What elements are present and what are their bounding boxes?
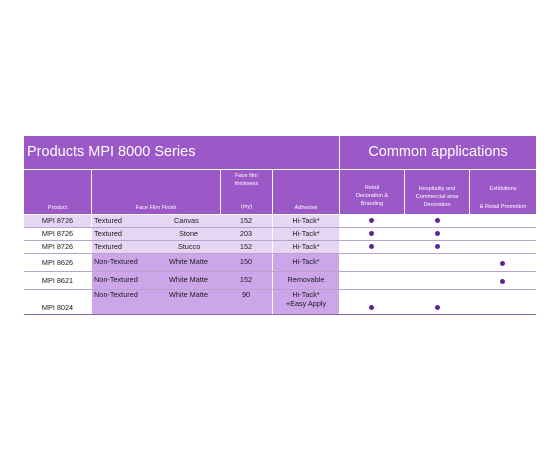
retail-cell xyxy=(340,241,404,253)
table-row: MPI 8726 Textured Stucco 152 Hi-Tack* xyxy=(24,241,536,253)
hospitality-cell xyxy=(405,241,469,253)
application-dot xyxy=(435,244,440,249)
header-adhesive: Adhesive xyxy=(273,170,339,214)
thickness-cell: 152 xyxy=(220,241,272,253)
table-bottom-border xyxy=(24,314,536,315)
thickness-cell: 152 xyxy=(220,215,272,227)
hospitality-cell xyxy=(405,272,469,289)
product-cell: MPI 8726 xyxy=(24,215,91,227)
finish-type-cell: Textured xyxy=(94,216,122,225)
finish-cell: Canvas xyxy=(174,216,199,225)
thickness-cell: 203 xyxy=(220,228,272,240)
exhibitions-cell xyxy=(470,228,536,240)
header-product: Product xyxy=(24,170,91,214)
application-dot xyxy=(435,305,440,310)
exhibitions-cell xyxy=(470,272,536,289)
table-row: MPI 8726 Textured Canvas 152 Hi-Tack* xyxy=(24,215,536,227)
application-dot xyxy=(369,218,374,223)
retail-cell xyxy=(340,254,404,271)
exhibitions-cell xyxy=(470,215,536,227)
row-divider xyxy=(24,289,536,290)
application-dot xyxy=(500,279,505,284)
application-dot xyxy=(369,244,374,249)
header-exhibitions: Exhibitions & Retail Promotion xyxy=(470,170,536,214)
finish-type-cell: Textured xyxy=(94,229,122,238)
adhesive-cell: Hi-Tack* xyxy=(273,241,339,253)
exhibitions-cell xyxy=(470,241,536,253)
adhesive-cell: Hi-Tack* +Easy Apply xyxy=(273,290,339,314)
header-hospitality: Hospitality and Commercial area Decorati… xyxy=(405,170,469,214)
thickness-cell: 152 xyxy=(220,272,272,289)
thickness-cell: 150 xyxy=(220,254,272,271)
application-dot xyxy=(500,261,505,266)
finish-type-cell: Textured xyxy=(94,242,122,251)
finish-type-cell: Non-Textured xyxy=(94,257,138,266)
header-finish: Face Film Finish xyxy=(92,170,220,214)
exhibitions-cell xyxy=(470,254,536,271)
header-retail: Retail Decoration & Branding xyxy=(340,170,404,214)
product-cell: MPI 8621 xyxy=(24,272,91,289)
adhesive-cell: Hi-Tack* xyxy=(273,215,339,227)
thickness-cell: 90 xyxy=(220,290,272,314)
row-divider xyxy=(24,271,536,272)
application-dot xyxy=(435,218,440,223)
table-row: MPI 8621 Non-Textured White Matte 152 Re… xyxy=(24,272,536,289)
row-divider xyxy=(24,253,536,254)
product-cell: MPI 8726 xyxy=(24,228,91,240)
finish-type-cell: Non-Textured xyxy=(94,275,138,284)
finish-cell: White Matte xyxy=(169,290,208,299)
adhesive-cell: Removable xyxy=(273,272,339,289)
retail-cell xyxy=(340,272,404,289)
table-row: MPI 8024 Non-Textured White Matte 90 Hi-… xyxy=(24,290,536,314)
finish-type-cell: Non-Textured xyxy=(94,290,138,299)
finish-cell: Stucco xyxy=(178,242,201,251)
retail-cell xyxy=(340,228,404,240)
adhesive-cell: Hi-Tack* xyxy=(273,228,339,240)
hospitality-cell xyxy=(405,228,469,240)
adhesive-cell: Hi-Tack* xyxy=(273,254,339,271)
application-dot xyxy=(369,305,374,310)
applications-title: Common applications xyxy=(340,136,536,169)
application-dot xyxy=(369,231,374,236)
exhibitions-cell xyxy=(470,290,536,314)
product-cell: MPI 8726 xyxy=(24,241,91,253)
application-dot xyxy=(435,231,440,236)
retail-cell xyxy=(340,215,404,227)
hospitality-cell xyxy=(405,290,469,314)
table-title: Products MPI 8000 Series xyxy=(24,136,339,169)
row-divider xyxy=(24,227,536,228)
row-divider xyxy=(24,240,536,241)
hospitality-cell xyxy=(405,254,469,271)
finish-cell: White Matte xyxy=(169,275,208,284)
table-row: MPI 8626 Non-Textured White Matte 150 Hi… xyxy=(24,254,536,271)
table-row: MPI 8726 Textured Stone 203 Hi-Tack* xyxy=(24,228,536,240)
retail-cell xyxy=(340,290,404,314)
product-cell: MPI 8024 xyxy=(24,290,91,314)
hospitality-cell xyxy=(405,215,469,227)
finish-cell: White Matte xyxy=(169,257,208,266)
header-thickness: Face film thickness (my) xyxy=(221,170,272,214)
finish-cell: Stone xyxy=(179,229,199,238)
product-cell: MPI 8626 xyxy=(24,254,91,271)
